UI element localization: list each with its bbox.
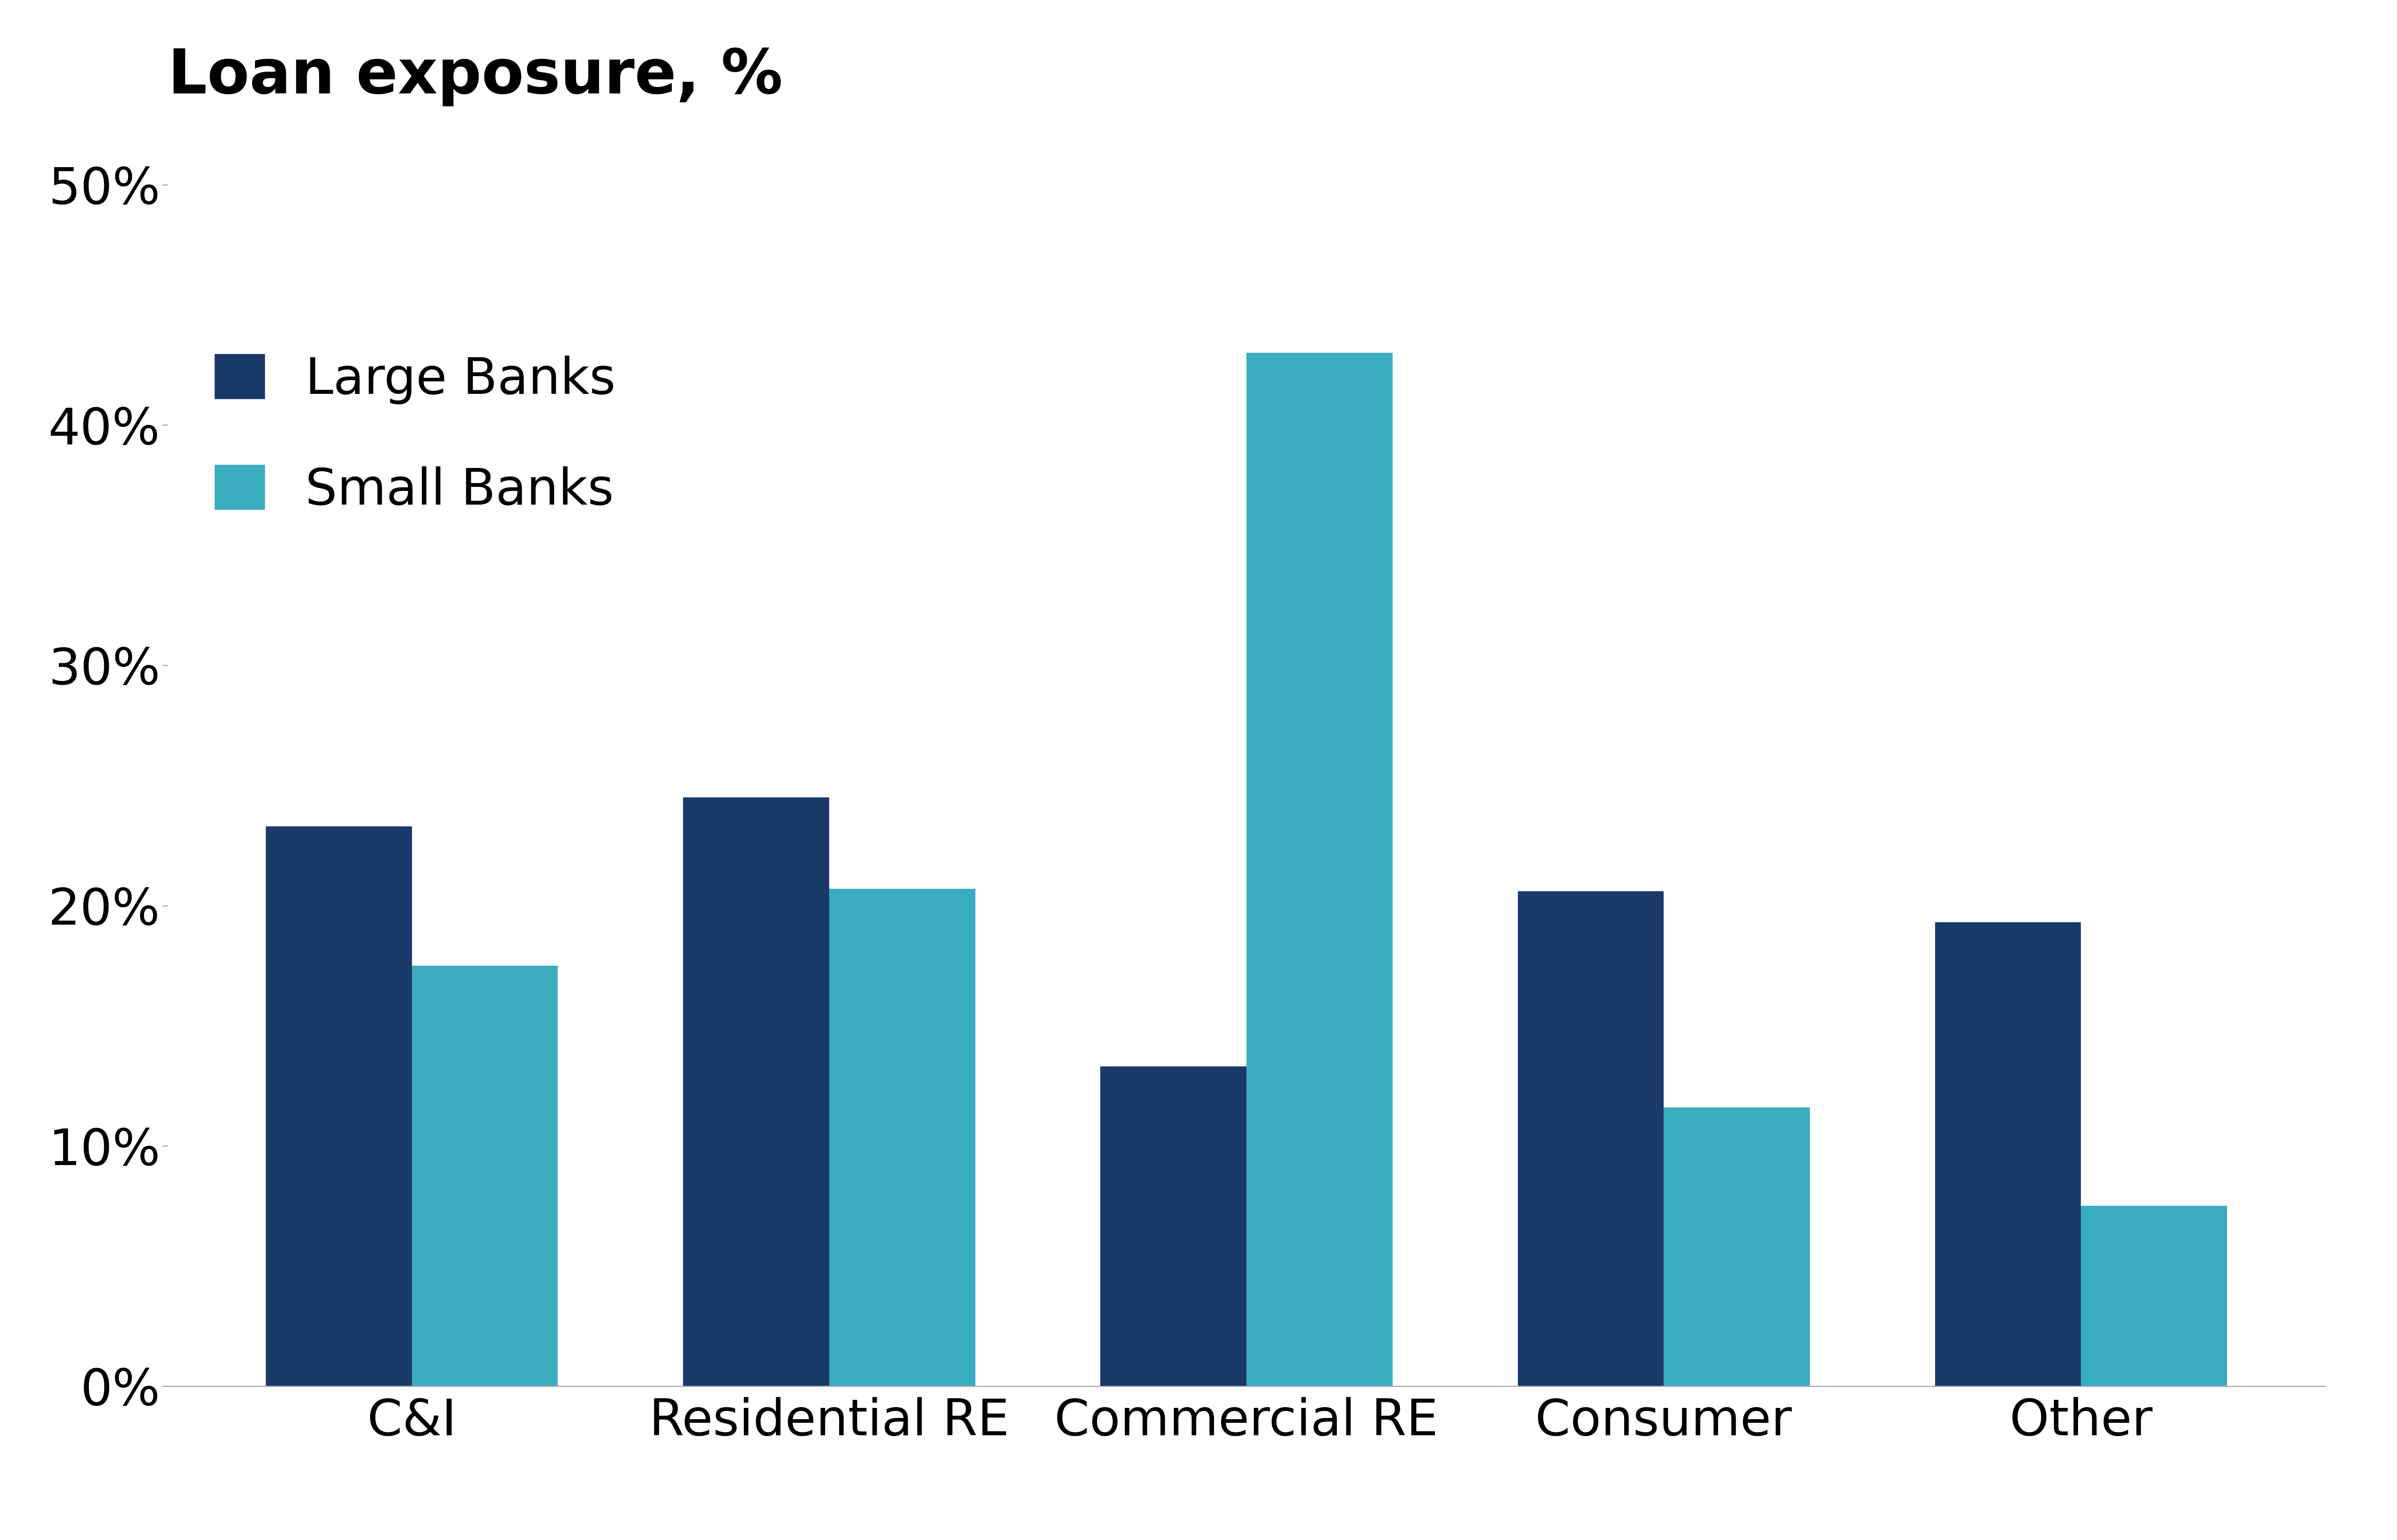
Text: Loan exposure, %: Loan exposure, %: [168, 46, 781, 106]
Bar: [829, 889, 976, 1386]
Bar: [266, 827, 412, 1386]
Bar: [2081, 1206, 2227, 1386]
Bar: [1664, 1107, 1810, 1386]
Bar: [683, 798, 829, 1386]
Legend: Large Banks, Small Banks: Large Banks, Small Banks: [216, 354, 616, 514]
Bar: [1100, 1067, 1246, 1386]
Bar: [1934, 922, 2081, 1386]
Bar: [1517, 892, 1664, 1386]
Bar: [1246, 353, 1393, 1386]
Bar: [412, 966, 559, 1386]
